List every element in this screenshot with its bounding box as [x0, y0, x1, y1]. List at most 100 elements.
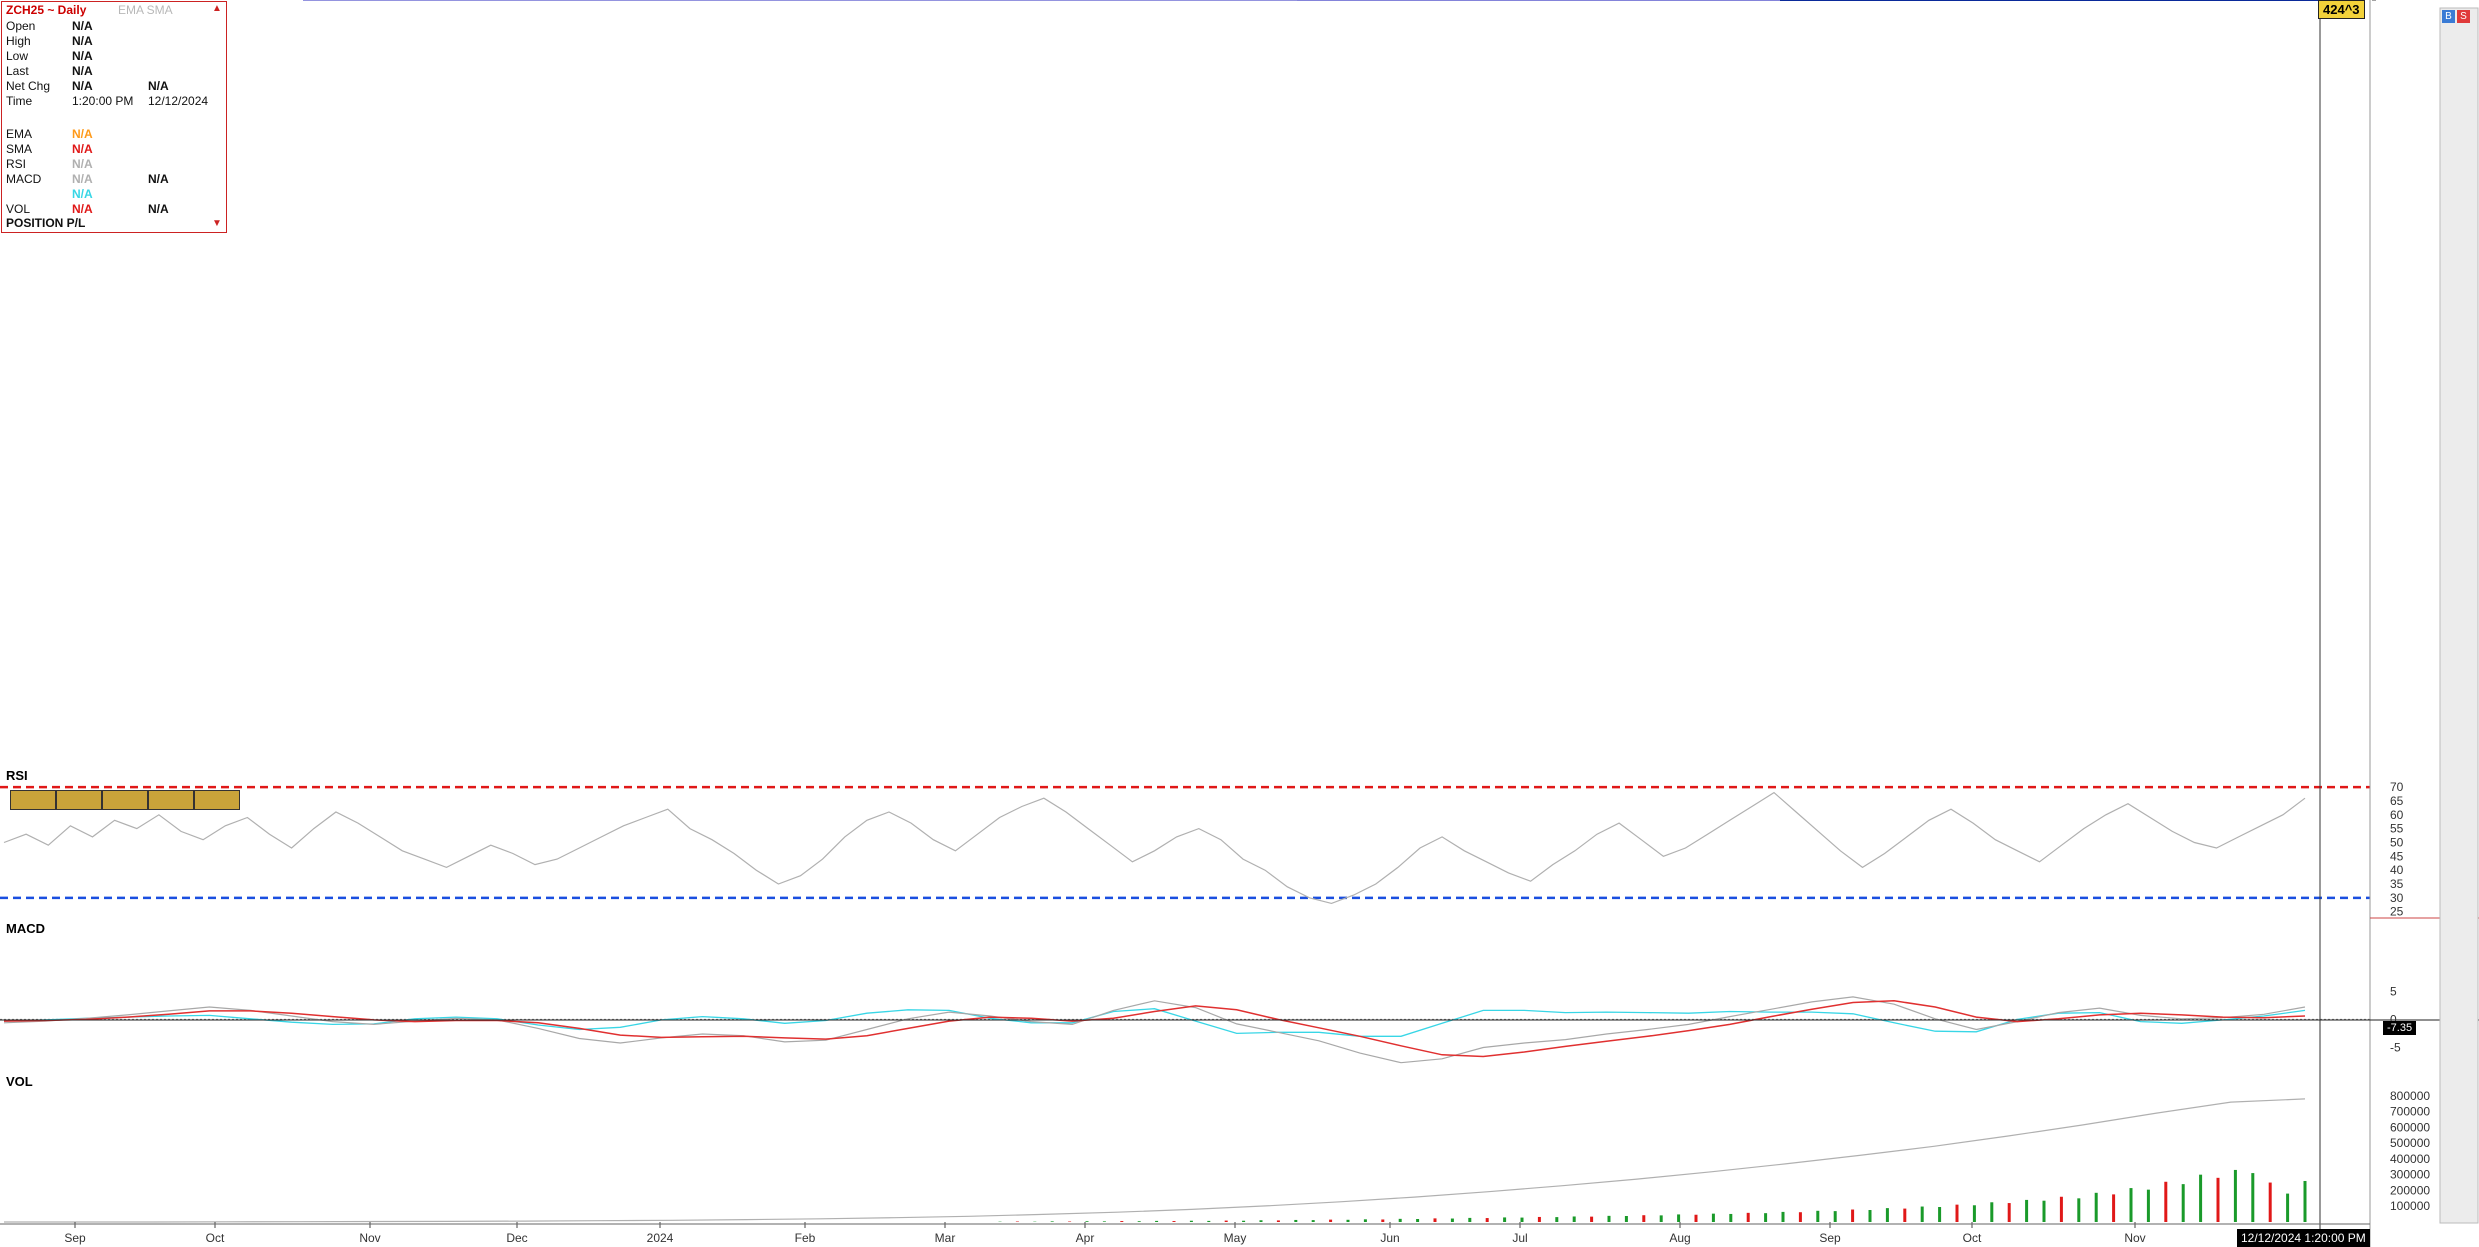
volume-bar	[1938, 1207, 1942, 1222]
volume-bar	[2199, 1174, 2203, 1222]
rsi-tick-label: 70	[2390, 780, 2404, 794]
quote-value: N/A	[72, 34, 93, 48]
toolbar-tile[interactable]	[56, 790, 102, 810]
date-tick-label: Aug	[1669, 1231, 1690, 1245]
volume-bar	[1851, 1209, 1855, 1222]
quote-panel[interactable]: ZCH25 ~ Daily EMA SMA ▲ Open N/A High N/A Lo…	[1, 1, 227, 233]
scrollbar-track	[2439, 7, 2479, 1224]
price-tick-label: 510^0	[2380, 0, 2413, 3]
quote-value: N/A	[72, 172, 93, 186]
volume-bar	[1972, 1205, 1976, 1222]
volume-bar	[1607, 1215, 1611, 1222]
volume-bar	[2164, 1181, 2168, 1222]
volume-bar	[1381, 1219, 1385, 1222]
quote-label: Net Chg	[6, 79, 51, 93]
macd-tick-label: 0	[2390, 1012, 2397, 1026]
volume-bar	[1555, 1217, 1559, 1222]
volume-bar	[1329, 1219, 1333, 1222]
volume-bar	[1276, 1220, 1280, 1222]
position-pl-label: POSITION P/L	[6, 216, 86, 230]
volume-bar	[1450, 1218, 1454, 1222]
volume-bar	[1711, 1213, 1715, 1222]
volume-bar	[1485, 1218, 1489, 1222]
volume-bar	[2025, 1199, 2029, 1222]
vol-tick-label: 600000	[2390, 1120, 2430, 1134]
volume-bar	[1207, 1220, 1211, 1222]
volume-bar	[2268, 1182, 2272, 1222]
price-tick-label: 405^0	[2380, 0, 2413, 3]
price-tick-label: 425^0	[2380, 0, 2413, 3]
sell-button[interactable]: S	[2457, 10, 2470, 23]
buy-button[interactable]: B	[2442, 10, 2455, 23]
volume-bar	[1955, 1204, 1959, 1222]
volume-bar	[1798, 1212, 1802, 1222]
collapse-down-icon[interactable]: ▼	[212, 218, 222, 229]
macd-histogram-line	[3, 1008, 2306, 1037]
volume-bar	[2251, 1173, 2255, 1222]
rsi-tick-label: 30	[2390, 891, 2404, 905]
volume-bar	[1050, 1221, 1054, 1222]
volume-bar	[1433, 1218, 1437, 1222]
vol-tick-label: 200000	[2390, 1183, 2430, 1197]
price-tick-label: 505^0	[2380, 0, 2413, 3]
volume-bar	[2216, 1177, 2220, 1222]
volume-bar	[1416, 1219, 1420, 1222]
volume-bar	[1224, 1220, 1228, 1222]
quote-label: EMA	[6, 127, 33, 141]
date-tick-label: Nov	[359, 1231, 380, 1245]
price-tick-label: 435^0	[2380, 0, 2413, 3]
quote-label: Last	[6, 64, 29, 78]
vol-tick-label: 700000	[2390, 1105, 2430, 1119]
volume-bar	[1242, 1220, 1246, 1222]
volume-bar	[2112, 1194, 2116, 1222]
volume-bar	[2042, 1200, 2046, 1222]
date-tick-label: Feb	[795, 1231, 816, 1245]
price-badge: 424^3	[2318, 0, 2365, 19]
date-tick-label: Oct	[206, 1231, 225, 1245]
quote-value: 1:20:00 PM	[72, 94, 134, 108]
volume-bar	[1816, 1210, 1820, 1222]
volume-bar	[1624, 1216, 1628, 1222]
price-tick-label: 525^0	[2380, 0, 2413, 3]
quote-value: N/A	[72, 19, 93, 33]
macd-last-value: -7.35	[2383, 1021, 2417, 1035]
volume-bar	[1590, 1216, 1594, 1222]
quote-label: MACD	[6, 172, 42, 186]
volume-bar	[1868, 1210, 1872, 1222]
vol-tick-label: 800000	[2390, 1089, 2430, 1103]
volume-bar	[1677, 1214, 1681, 1222]
quote-value-secondary: N/A	[148, 202, 169, 216]
volume-bar	[2059, 1196, 2063, 1222]
date-tick-label: Sep	[1819, 1231, 1841, 1245]
toolbar-tile[interactable]	[102, 790, 148, 810]
volume-bar	[1572, 1216, 1576, 1222]
volume-bar	[2303, 1180, 2307, 1222]
quote-value-secondary: N/A	[148, 79, 169, 93]
volume-bar	[1990, 1202, 1994, 1222]
macd-tick-label: -5	[2390, 1041, 2401, 1055]
studies-label: EMA SMA	[118, 3, 173, 17]
price-tick-label: 515^0	[2380, 0, 2413, 3]
price-tick-label: 490^0	[2380, 0, 2413, 3]
toolbar-tile[interactable]	[194, 790, 240, 810]
volume-bar	[2233, 1169, 2237, 1222]
vol-tick-label: 100000	[2390, 1199, 2430, 1213]
price-tick-label: 465^0	[2380, 0, 2413, 3]
toolbar-tile[interactable]	[148, 790, 194, 810]
quote-value-secondary: 12/12/2024	[148, 94, 209, 108]
volume-bar	[1746, 1212, 1750, 1222]
drawing-toolbar[interactable]	[0, 790, 244, 810]
vol-panel-title: VOL	[6, 1074, 33, 1089]
quote-value: N/A	[72, 79, 93, 93]
volume-bar	[1259, 1220, 1263, 1222]
collapse-up-icon[interactable]: ▲	[212, 3, 222, 14]
price-tick-label: 485^0	[2380, 0, 2413, 3]
toolbar-tile[interactable]	[10, 790, 56, 810]
volume-bar	[1311, 1220, 1315, 1222]
quote-label: Low	[6, 49, 29, 63]
date-tick-label: 2024	[647, 1231, 674, 1245]
quote-label: Time	[6, 94, 33, 108]
time-cursor-label: 12/12/2024 1:20:00 PM	[2237, 1229, 2370, 1247]
volume-bar	[1694, 1214, 1698, 1222]
